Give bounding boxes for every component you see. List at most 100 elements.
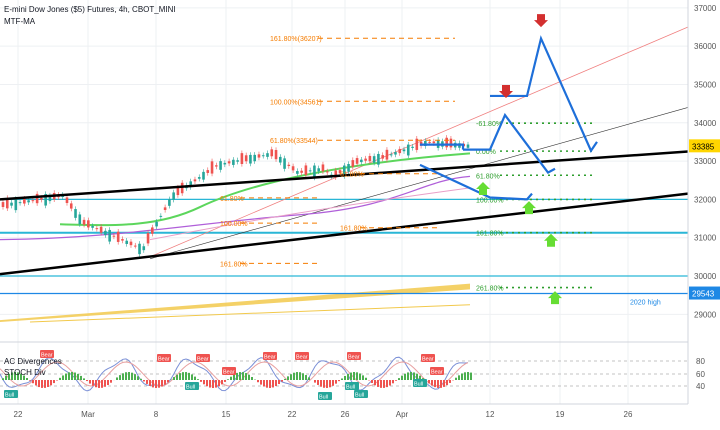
candle-body (275, 150, 278, 159)
candle-body (117, 232, 120, 242)
ac-histogram-bar (89, 380, 91, 384)
ac-histogram-bar (245, 373, 247, 380)
ac-histogram-bar (41, 380, 43, 388)
ac-histogram-bar (230, 377, 232, 380)
candle-body (288, 165, 291, 166)
candle-body (249, 155, 252, 164)
ac-histogram-bar (305, 375, 307, 380)
ac-histogram-bar (62, 375, 64, 380)
candle-body (445, 138, 448, 148)
ac-histogram-bar (299, 372, 301, 380)
candle-body (91, 226, 94, 228)
candle-body (121, 239, 124, 241)
y-tick-label: 37000 (694, 4, 717, 13)
candle-body (83, 220, 86, 225)
fib-left-label: 100.00% (220, 221, 248, 228)
ac-histogram-bar (290, 374, 292, 380)
ac-histogram-bar (266, 380, 268, 388)
ac-histogram-bar (158, 380, 160, 388)
ac-histogram-bar (146, 380, 148, 384)
candle-body (309, 170, 312, 171)
candle-body (253, 155, 256, 161)
ac-histogram-bar (335, 380, 337, 384)
x-tick-label: 19 (556, 410, 565, 419)
x-tick-label: 12 (486, 410, 495, 419)
ac-histogram-bar (437, 380, 439, 388)
ac-histogram-bar (224, 380, 226, 382)
fib-lower-label: 161.80% (476, 231, 504, 238)
candle-body (130, 242, 133, 245)
ac-histogram-bar (359, 373, 361, 380)
ac-histogram-bar (356, 372, 358, 380)
candle-body (147, 233, 150, 243)
candle-body (87, 220, 90, 227)
ac-histogram-bar (428, 380, 430, 383)
fib-upper-label: 100.00%(34561) (270, 99, 322, 106)
ac-histogram-bar (212, 380, 214, 388)
ac-histogram-bar (293, 373, 295, 380)
ac-histogram-bar (353, 372, 355, 380)
fib-left-label: 61.80% (340, 172, 364, 179)
x-tick-label: 8 (154, 410, 159, 419)
ac-histogram-bar (119, 375, 121, 380)
candle-body (224, 163, 227, 165)
candle-body (262, 155, 265, 156)
ac-histogram-bar (413, 372, 415, 380)
candle-body (113, 236, 116, 237)
ac-histogram-bar (182, 372, 184, 380)
ac-histogram-bar (95, 380, 97, 387)
ac-histogram-bar (284, 379, 286, 380)
candle-body (194, 179, 197, 181)
oscillator-level-label: 60 (696, 370, 705, 379)
y-tick-label: 31000 (694, 234, 717, 243)
current-price-label: 33385 (692, 142, 715, 151)
ac-histogram-bar (86, 380, 88, 381)
ac-histogram-bar (149, 380, 151, 386)
ac-histogram-bar (470, 373, 472, 380)
ac-histogram-bar (74, 373, 76, 380)
ac-histogram-bar (386, 380, 388, 387)
candle-body (403, 149, 406, 151)
candle-body (70, 203, 73, 208)
candle-body (40, 198, 43, 200)
ac-histogram-bar (464, 372, 466, 380)
ac-histogram-bar (455, 378, 457, 380)
ac-histogram-bar (377, 380, 379, 387)
candle-body (266, 153, 269, 157)
ac-histogram-bar (257, 380, 259, 382)
ac-histogram-bar (203, 380, 205, 384)
candle-body (160, 216, 163, 217)
bear-badge-label: Bear (348, 355, 360, 361)
ac-histogram-bar (323, 380, 325, 388)
ac-histogram-bar (296, 372, 298, 380)
x-tick-label: Mar (81, 410, 95, 419)
oscillator-level-label: 40 (696, 382, 705, 391)
candle-body (23, 199, 26, 204)
fib-upper-label: 161.80%(36207) (270, 36, 322, 43)
ac-histogram-bar (155, 380, 157, 388)
ac-histogram-bar (410, 372, 412, 380)
ac-histogram-bar (29, 380, 31, 381)
candle-body (66, 197, 69, 203)
ac-histogram-bar (281, 380, 283, 382)
ac-histogram-bar (188, 373, 190, 380)
ac-histogram-bar (407, 372, 409, 380)
ac-histogram-bar (434, 380, 436, 387)
ac-histogram-bar (371, 380, 373, 383)
ac-histogram-bar (194, 377, 196, 380)
ac-histogram-bar (92, 380, 94, 386)
bear-badge-label: Bear (431, 370, 443, 376)
candle-body (283, 158, 286, 168)
candle-body (373, 156, 376, 163)
candle-body (219, 161, 222, 170)
x-tick-label: 15 (222, 410, 231, 419)
ac-histogram-bar (329, 380, 331, 387)
candle-body (172, 192, 175, 199)
candle-body (155, 222, 158, 227)
bull-badge-label: Bull (319, 395, 328, 401)
fib-left-label: 161.80% (220, 261, 248, 268)
candle-body (296, 171, 299, 174)
ac-histogram-bar (302, 373, 304, 380)
ac-histogram-bar (164, 380, 166, 385)
